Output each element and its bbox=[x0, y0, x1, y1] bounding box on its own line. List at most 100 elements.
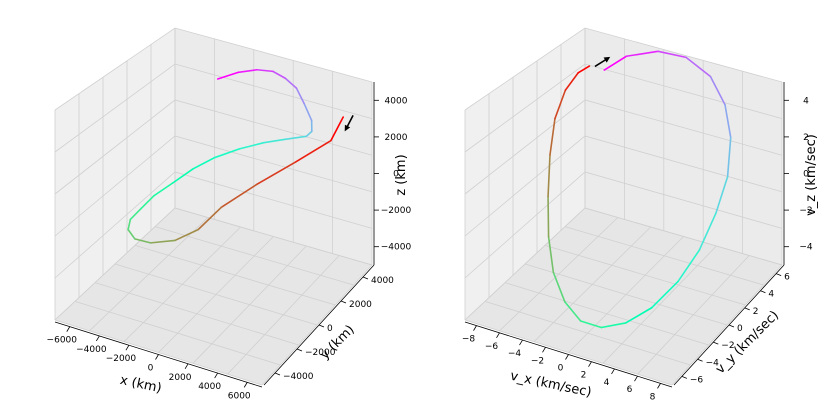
x-tick-mark bbox=[125, 345, 130, 351]
trajectory-segment bbox=[238, 141, 265, 150]
direction-arrow-shaft bbox=[345, 115, 354, 129]
z-tick-label: −4 bbox=[799, 243, 813, 253]
z-tick-label: 0 bbox=[393, 170, 399, 180]
x-tick-mark bbox=[611, 368, 615, 375]
z-tick-label: −2000 bbox=[381, 206, 412, 216]
x-axis-label: x (km) bbox=[119, 373, 163, 396]
y-tick-label: 0 bbox=[327, 324, 333, 334]
trajectory-segment bbox=[715, 175, 729, 214]
y-tick-mark bbox=[728, 324, 735, 328]
trajectory-segment bbox=[577, 65, 591, 74]
trajectory-segment bbox=[547, 154, 551, 198]
y-axis-label: y (km) bbox=[317, 322, 357, 362]
x-tick-mark bbox=[634, 375, 638, 382]
x-tick-label: −4000 bbox=[76, 345, 107, 355]
y-tick-mark bbox=[697, 358, 703, 362]
direction-arrow-head bbox=[603, 56, 611, 63]
position-plot: −6000−4000−20000200040006000−4000−200002… bbox=[47, 27, 412, 401]
trajectory-segment bbox=[197, 206, 223, 231]
trajectory-segment bbox=[657, 50, 687, 59]
y-tick-mark bbox=[340, 300, 347, 304]
y-tick-label: −6 bbox=[690, 375, 704, 385]
y-tick-mark bbox=[362, 276, 369, 280]
x-tick-label: 2 bbox=[581, 371, 587, 381]
trajectory-segment bbox=[133, 238, 152, 244]
z-axis-label: v_z (km/sec) bbox=[804, 134, 819, 216]
x-tick-mark bbox=[519, 339, 523, 346]
x-tick-label: 6 bbox=[627, 385, 633, 395]
trajectory-segment bbox=[552, 271, 566, 303]
z-tick-label: 2000 bbox=[385, 133, 408, 143]
trajectory-segment bbox=[129, 207, 142, 221]
x-tick-mark bbox=[565, 354, 569, 360]
x-tick-label: −6 bbox=[485, 342, 499, 352]
trajectory-segment bbox=[272, 70, 287, 80]
trajectory-segment bbox=[192, 156, 216, 170]
z-tick-label: 2 bbox=[803, 133, 809, 143]
trajectory-segment bbox=[624, 306, 653, 324]
trajectory-segment bbox=[547, 235, 555, 274]
y-tick-label: 2000 bbox=[349, 300, 372, 310]
x-tick-label: 8 bbox=[650, 392, 656, 402]
trajectory-segment bbox=[153, 182, 174, 197]
trajectory-segment bbox=[127, 228, 136, 240]
y-tick-mark bbox=[713, 341, 719, 345]
direction-arrow-shaft bbox=[594, 58, 608, 68]
y-tick-label: 4 bbox=[768, 290, 774, 300]
trajectory-segment bbox=[549, 117, 556, 156]
trajectory-segment bbox=[216, 71, 240, 80]
x-tick-label: −2000 bbox=[106, 354, 137, 364]
trajectory-segment bbox=[171, 168, 194, 184]
trajectory-segment bbox=[603, 55, 628, 71]
y-tick-mark bbox=[274, 372, 281, 376]
trajectory-segment bbox=[149, 239, 176, 244]
x-tick-mark bbox=[496, 332, 500, 339]
trajectory-segment bbox=[127, 218, 132, 231]
trajectory-segment bbox=[724, 103, 732, 139]
y-tick-label: −4000 bbox=[283, 372, 314, 382]
y-tick-mark bbox=[744, 307, 750, 311]
trajectory-segment bbox=[698, 212, 717, 251]
x-tick-label: 0 bbox=[148, 364, 154, 374]
z-tick-label: −2 bbox=[799, 206, 812, 216]
x-tick-mark bbox=[657, 383, 661, 389]
y-tick-mark bbox=[296, 348, 303, 352]
trajectory-segment bbox=[564, 301, 582, 322]
y-tick-mark bbox=[775, 273, 782, 276]
y-tick-mark bbox=[681, 376, 688, 379]
trajectory-segment bbox=[330, 116, 345, 142]
x-tick-mark bbox=[155, 354, 159, 360]
trajectory-segment bbox=[564, 72, 579, 92]
trajectory-segment bbox=[284, 77, 298, 89]
x-tick-label: 0 bbox=[558, 364, 564, 374]
y-tick-label: −2 bbox=[721, 341, 734, 351]
x-tick-label: −6000 bbox=[47, 336, 78, 346]
trajectory-segment bbox=[262, 138, 287, 144]
y-tick-label: −2000 bbox=[305, 348, 336, 358]
x-tick-label: 4000 bbox=[198, 382, 221, 392]
direction-arrow-head bbox=[344, 124, 351, 132]
trajectory-segment bbox=[256, 161, 296, 186]
z-tick-label: −4000 bbox=[381, 243, 412, 253]
z-tick-label: 4 bbox=[803, 96, 809, 106]
trajectory-segment bbox=[303, 102, 313, 122]
x-tick-mark bbox=[588, 361, 592, 367]
y-tick-mark bbox=[318, 324, 325, 328]
trajectory-segment bbox=[284, 135, 308, 141]
x-tick-mark bbox=[243, 382, 248, 388]
x-tick-mark bbox=[184, 363, 189, 369]
x-tick-label: 6000 bbox=[228, 391, 251, 401]
trajectory-segment bbox=[709, 75, 726, 106]
z-tick-label: 0 bbox=[803, 170, 809, 180]
y-tick-label: −4 bbox=[706, 358, 720, 368]
x-tick-label: −4 bbox=[508, 349, 522, 359]
trajectory-segment bbox=[295, 87, 305, 105]
trajectory-segment bbox=[547, 195, 550, 238]
trajectory-segment bbox=[685, 56, 712, 78]
x-tick-mark bbox=[96, 335, 100, 342]
y-tick-label: 0 bbox=[737, 324, 743, 334]
trajectory-segment bbox=[650, 280, 679, 309]
x-tick-label: −2 bbox=[531, 356, 544, 366]
